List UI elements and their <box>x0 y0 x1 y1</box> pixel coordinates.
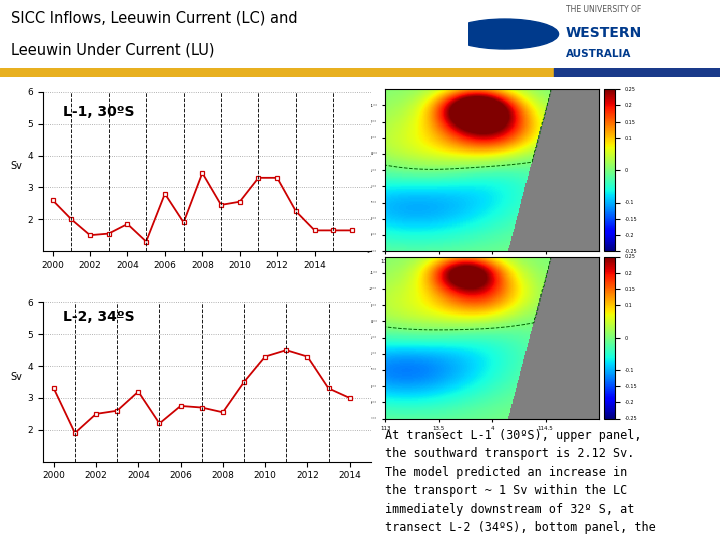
Circle shape <box>451 19 559 49</box>
Text: WESTERN: WESTERN <box>566 26 642 40</box>
Text: L-1, 30ºS: L-1, 30ºS <box>63 105 135 119</box>
Text: At transect L-1 (30ºS), upper panel,
the southward transport is 2.12 Sv.
The mod: At transect L-1 (30ºS), upper panel, the… <box>384 429 655 540</box>
Y-axis label: Sv: Sv <box>11 161 22 171</box>
Bar <box>554 68 720 77</box>
Text: AUSTRALIA: AUSTRALIA <box>566 49 631 59</box>
Text: L-2, 34ºS: L-2, 34ºS <box>63 310 135 325</box>
Y-axis label: Sv: Sv <box>11 372 22 382</box>
Text: SICC Inflows, Leeuwin Current (LC) and: SICC Inflows, Leeuwin Current (LC) and <box>12 10 298 25</box>
Text: Leeuwin Under Current (LU): Leeuwin Under Current (LU) <box>12 42 215 57</box>
Bar <box>0 68 554 77</box>
Text: THE UNIVERSITY OF: THE UNIVERSITY OF <box>566 5 642 15</box>
